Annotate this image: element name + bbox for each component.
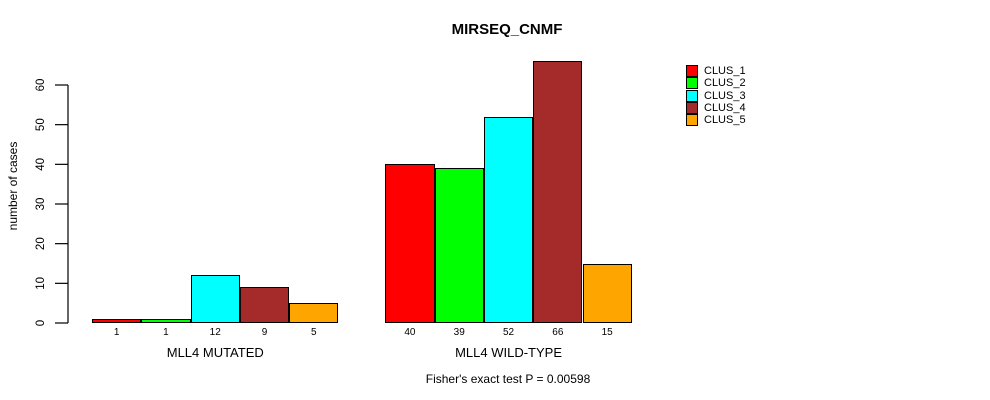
legend-item-clus_3: CLUS_3 xyxy=(686,89,746,102)
bar-value-label: 9 xyxy=(261,327,268,338)
bar-clus_5-group1 xyxy=(289,303,339,323)
y-tick-label: 60 xyxy=(35,79,47,92)
bar-clus_4-group2 xyxy=(533,61,583,323)
legend-label: CLUS_1 xyxy=(704,65,746,78)
y-tick-label: 30 xyxy=(35,198,47,211)
y-tick-label: 0 xyxy=(35,320,47,326)
bar-value-label: 5 xyxy=(311,327,317,338)
legend-swatch-clus_1 xyxy=(686,65,698,78)
bar-value-label: 40 xyxy=(404,327,416,338)
bar-value-label: 12 xyxy=(209,327,221,338)
y-tick-label: 50 xyxy=(35,118,47,131)
legend-swatch-clus_5 xyxy=(686,114,698,127)
bar-value-label: 52 xyxy=(502,327,515,338)
bar-clus_2-group2 xyxy=(434,168,484,323)
bar-clus_1-group2 xyxy=(385,164,435,323)
bar-clus_3-group1 xyxy=(190,275,240,323)
y-tick-label: 40 xyxy=(35,158,47,171)
legend-label: CLUS_3 xyxy=(704,89,746,102)
legend-swatch-clus_3 xyxy=(686,89,698,102)
x-group-label-1: MLL4 MUTATED xyxy=(166,345,264,360)
bar-clus_4-group1 xyxy=(239,287,290,323)
bar-value-label: 1 xyxy=(163,327,169,338)
chart-title: MIRSEQ_CNMF xyxy=(451,21,563,38)
legend-swatch-clus_2 xyxy=(686,77,698,90)
bar-clus_1-group1 xyxy=(92,319,142,323)
legend-label: CLUS_2 xyxy=(704,77,746,90)
bar-clus_2-group1 xyxy=(141,319,191,323)
legend-item-clus_4: CLUS_4 xyxy=(686,102,746,115)
bar-value-label: 1 xyxy=(113,327,120,338)
annotation-fisher-test: Fisher's exact test P = 0.00598 xyxy=(425,372,591,386)
bar-clus_3-group2 xyxy=(483,116,534,323)
bar-value-label: 66 xyxy=(552,327,564,338)
legend: CLUS_1 CLUS_2 CLUS_3 CLUS_4 CLUS_5 xyxy=(686,65,746,127)
y-tick-label: 10 xyxy=(35,277,47,290)
x-group-label-2: MLL4 WILD-TYPE xyxy=(455,345,563,360)
legend-item-clus_1: CLUS_1 xyxy=(686,65,746,78)
legend-label: CLUS_5 xyxy=(704,114,746,127)
bar-clus_5-group2 xyxy=(582,263,632,323)
legend-swatch-clus_4 xyxy=(686,102,698,115)
bar-value-label: 39 xyxy=(453,327,465,338)
legend-item-clus_5: CLUS_5 xyxy=(686,114,746,127)
bar-value-label: 15 xyxy=(601,327,613,338)
legend-label: CLUS_4 xyxy=(704,102,746,115)
legend-item-clus_2: CLUS_2 xyxy=(686,77,746,90)
y-tick-label: 20 xyxy=(35,237,47,250)
